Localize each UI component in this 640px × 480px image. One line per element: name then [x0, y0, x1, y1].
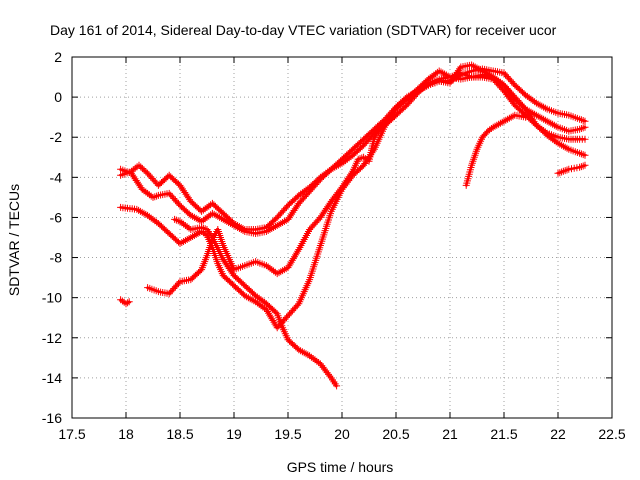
axes: 17.5 18 18.5 19 19.5 20 20.5 21 21.5 22 22.520-2-4… — [42, 49, 626, 442]
x-tick-label: 17.5 — [58, 426, 85, 442]
y-tick-label: -12 — [42, 330, 62, 346]
x-tick-label: 18 — [118, 426, 134, 442]
y-tick-label: -16 — [42, 410, 62, 426]
series-markers — [554, 161, 589, 177]
series-layer — [117, 61, 589, 390]
x-tick-label: 19 — [226, 426, 242, 442]
y-tick-label: -14 — [42, 370, 62, 386]
series-markers — [117, 296, 133, 308]
y-tick-label: 2 — [54, 49, 62, 65]
y-axis-label: SDTVAR / TECUs — [6, 184, 22, 296]
chart-title: Day 161 of 2014, Sidereal Day-to-day VTE… — [50, 22, 557, 38]
series-trace-6 — [117, 296, 133, 308]
series-markers — [117, 67, 589, 233]
series-trace-5 — [171, 215, 341, 390]
series-markers — [144, 69, 589, 298]
y-tick-label: -6 — [50, 209, 63, 225]
x-axis-label: GPS time / hours — [287, 459, 394, 475]
series-trace-8 — [554, 161, 589, 177]
y-tick-label: -2 — [50, 129, 63, 145]
y-tick-label: -10 — [42, 290, 62, 306]
x-tick-label: 22.5 — [598, 426, 625, 442]
series-markers — [171, 215, 341, 390]
x-tick-label: 22 — [550, 426, 566, 442]
x-tick-label: 21.5 — [490, 426, 517, 442]
x-tick-label: 21 — [442, 426, 458, 442]
x-tick-label: 19.5 — [274, 426, 301, 442]
y-tick-label: -4 — [50, 169, 63, 185]
y-tick-label: 0 — [54, 89, 62, 105]
series-trace-2 — [117, 67, 589, 233]
x-tick-label: 20 — [334, 426, 350, 442]
series-markers — [462, 111, 530, 189]
x-tick-label: 20.5 — [382, 426, 409, 442]
plot-frame — [71, 56, 613, 419]
y-tick-label: -8 — [50, 250, 63, 266]
series-trace-7 — [462, 111, 530, 189]
x-tick-label: 18.5 — [166, 426, 193, 442]
series-trace-4 — [144, 69, 589, 298]
series-markers — [117, 61, 589, 332]
